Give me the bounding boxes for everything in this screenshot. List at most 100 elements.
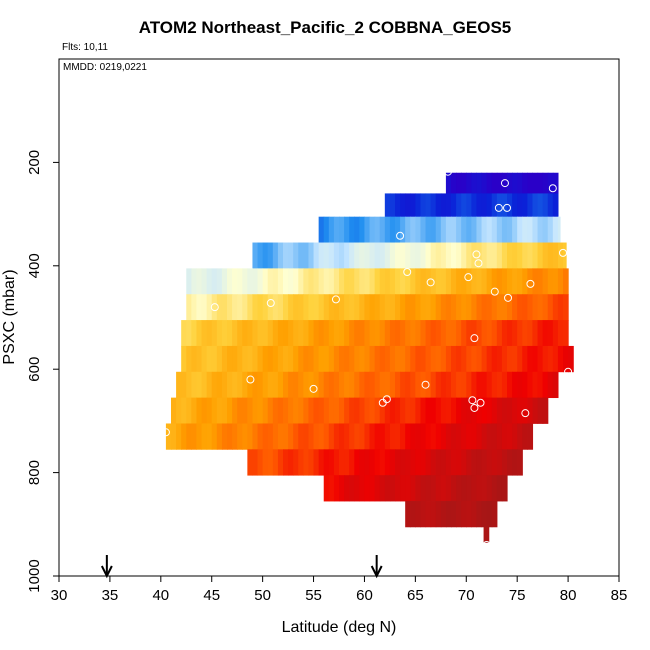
heatmap-cell bbox=[288, 397, 294, 424]
heatmap-cell bbox=[507, 397, 513, 424]
heatmap-cell bbox=[277, 371, 284, 399]
heatmap-cell bbox=[496, 216, 503, 243]
observation-point bbox=[482, 540, 491, 549]
heatmap-cell bbox=[293, 268, 299, 295]
heatmap-cell bbox=[547, 216, 554, 243]
heatmap-cell bbox=[374, 242, 381, 269]
heatmap-cell bbox=[547, 294, 554, 321]
heatmap-cell bbox=[466, 320, 472, 347]
heatmap-cell bbox=[425, 242, 432, 269]
heatmap-cell bbox=[415, 320, 422, 347]
heatmap-cell bbox=[333, 294, 340, 321]
heatmap-cell bbox=[542, 172, 549, 194]
heatmap-cell bbox=[481, 193, 488, 218]
heatmap-cell bbox=[323, 397, 330, 424]
heatmap-cell bbox=[435, 294, 442, 321]
heatmap-cell bbox=[532, 242, 539, 269]
heatmap-cell bbox=[191, 268, 198, 295]
heatmap-cell bbox=[349, 320, 355, 347]
heatmap-cell bbox=[405, 345, 411, 373]
heatmap-cell bbox=[527, 242, 534, 269]
heatmap-cell bbox=[517, 268, 523, 295]
heatmap-cell bbox=[262, 423, 269, 450]
heatmap-cell bbox=[364, 268, 371, 295]
heatmap-cell bbox=[267, 294, 274, 321]
heatmap-cell bbox=[379, 423, 386, 450]
heatmap-cell bbox=[181, 345, 187, 373]
heatmap-cell bbox=[359, 320, 366, 347]
heatmap-cell bbox=[496, 172, 503, 194]
heatmap-cell bbox=[542, 345, 549, 373]
heatmap-cell bbox=[522, 397, 528, 424]
heatmap-cell bbox=[395, 345, 401, 373]
heatmap-cell bbox=[247, 294, 254, 321]
heatmap-cell bbox=[481, 268, 488, 295]
heatmap-cell bbox=[318, 242, 325, 269]
heatmap-cell bbox=[435, 345, 442, 373]
heatmap-cell bbox=[328, 216, 335, 243]
heatmap-cell bbox=[201, 345, 208, 373]
heatmap-cell bbox=[339, 371, 345, 399]
heatmap-cell bbox=[288, 242, 294, 269]
heatmap-cell bbox=[476, 449, 483, 476]
heatmap-cell bbox=[221, 268, 228, 295]
heatmap-cell bbox=[349, 449, 355, 476]
heatmap-cell bbox=[323, 423, 330, 450]
heatmap-cell bbox=[552, 268, 559, 295]
heatmap-cell bbox=[491, 397, 498, 424]
heatmap-cell bbox=[517, 449, 523, 476]
heatmap-cell bbox=[512, 172, 518, 194]
heatmap-cell bbox=[557, 320, 564, 347]
heatmap-cell bbox=[563, 294, 569, 321]
heatmap-cell bbox=[395, 294, 401, 321]
heatmap-cell bbox=[328, 320, 335, 347]
heatmap-cell bbox=[277, 294, 284, 321]
down-arrow-icon bbox=[370, 555, 383, 579]
heatmap-cell bbox=[395, 423, 401, 450]
heatmap-cell bbox=[277, 242, 284, 269]
heatmap-cell bbox=[349, 475, 355, 502]
heatmap-cell bbox=[359, 449, 366, 476]
observation-point bbox=[266, 299, 275, 308]
heatmap-cell bbox=[425, 423, 432, 450]
y-tick-label: 200 bbox=[26, 150, 43, 175]
heatmap-cell bbox=[262, 449, 269, 476]
heatmap-cell bbox=[451, 172, 457, 194]
heatmap-cell bbox=[527, 268, 534, 295]
heatmap-cell bbox=[237, 423, 243, 450]
heatmap-cell bbox=[247, 397, 254, 424]
heatmap-cell bbox=[445, 268, 452, 295]
observation-point bbox=[559, 248, 567, 257]
heatmap-cell bbox=[491, 371, 498, 399]
heatmap-cell bbox=[227, 423, 233, 450]
heatmap-cell bbox=[440, 371, 447, 399]
heatmap-cell bbox=[313, 423, 320, 450]
observation-point bbox=[490, 287, 499, 296]
x-axis-label: Latitude (deg N) bbox=[282, 619, 397, 636]
observation-point bbox=[426, 278, 435, 287]
heatmap-cell bbox=[547, 172, 554, 194]
heatmap-cell bbox=[308, 242, 315, 269]
heatmap-cell bbox=[364, 449, 371, 476]
heatmap-cell bbox=[466, 193, 472, 218]
heatmap-cell bbox=[206, 371, 213, 399]
heatmap-cell bbox=[471, 449, 478, 476]
observation-point bbox=[246, 375, 255, 384]
heatmap-cell bbox=[227, 268, 233, 295]
heatmap-cell bbox=[354, 320, 360, 347]
heatmap-cell bbox=[512, 371, 518, 399]
heatmap-cell bbox=[476, 501, 483, 528]
heatmap-cell bbox=[339, 268, 345, 295]
heatmap-cell bbox=[384, 475, 391, 502]
x-tick-label: 35 bbox=[102, 587, 119, 604]
heatmap-cell bbox=[415, 423, 422, 450]
heatmap-cell bbox=[410, 371, 416, 399]
heatmap-cell bbox=[288, 268, 294, 295]
heatmap-cell bbox=[232, 345, 238, 373]
heatmap-cell bbox=[216, 268, 223, 295]
heatmap-cell bbox=[308, 371, 315, 399]
heatmap-cells bbox=[165, 172, 574, 543]
heatmap-cell bbox=[384, 423, 391, 450]
heatmap-cell bbox=[512, 268, 518, 295]
heatmap-cell bbox=[384, 371, 391, 399]
